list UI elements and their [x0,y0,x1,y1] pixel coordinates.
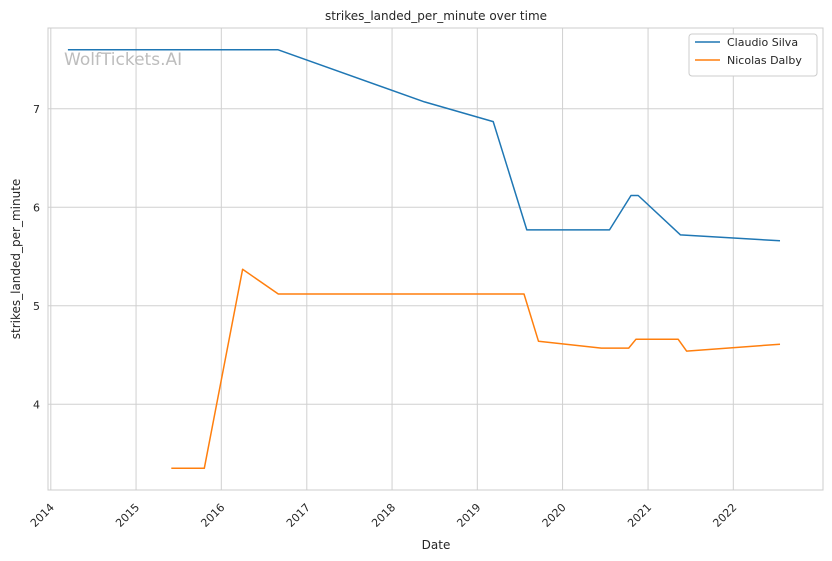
y-tick-label: 7 [33,103,40,116]
y-tick-labels: 4 5 6 7 [33,103,40,412]
chart-title: strikes_landed_per_minute over time [325,9,547,23]
plot-frame [47,27,824,491]
grid [48,28,823,490]
legend-label-nicolas-dalby: Nicolas Dalby [727,54,802,67]
y-tick-label: 5 [33,300,40,313]
series-layer [67,48,781,470]
y-axis-label: strikes_landed_per_minute [9,179,23,340]
series-line-nicolas-dalby [171,268,781,470]
legend-label-claudio-silva: Claudio Silva [727,36,798,49]
y-tick-label: 4 [33,398,40,411]
legend: Claudio Silva Nicolas Dalby [688,33,818,77]
series-line-claudio-silva [67,48,781,242]
x-axis-label: Date [422,538,451,552]
legend-box [688,33,818,77]
watermark: WolfTickets.AI [64,50,182,70]
y-tick-label: 6 [33,201,40,214]
